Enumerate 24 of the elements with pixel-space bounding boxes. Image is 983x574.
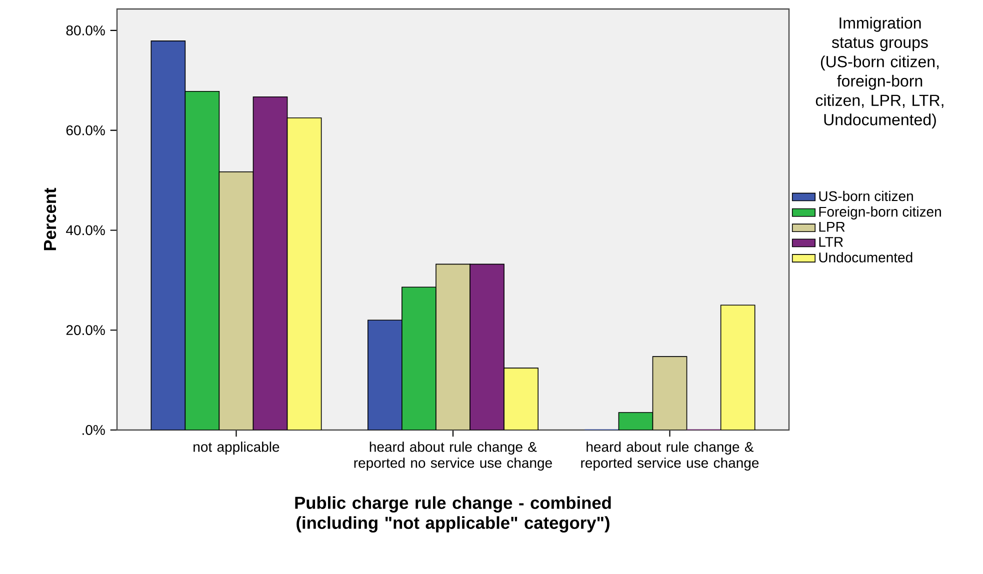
- y-tick-label: .0%: [82, 425, 105, 435]
- bar: [184, 90, 220, 430]
- x-axis-title: Public charge rule change - combined (including "not applicable" category"): [295, 496, 611, 532]
- y-tick-label: 40.0%: [66, 225, 105, 236]
- bar: [504, 368, 538, 430]
- legend-label: US-born citizen: [819, 190, 913, 202]
- legend-title: Immigration status groups (US-born citizen, foreign-born citizen, LPR, LTR, Undocumented): [816, 16, 944, 128]
- legend-label: Foreign-born citizen: [819, 206, 941, 220]
- y-tick-label: 20.0%: [66, 325, 105, 336]
- y-axis-title: Percent: [44, 188, 56, 250]
- bar: [618, 412, 654, 430]
- legend-label: LTR: [819, 237, 843, 247]
- bar: [402, 286, 436, 430]
- y-tick-label: 80.0%: [66, 26, 105, 36]
- bar: [252, 96, 288, 430]
- x-tick-label: not applicable: [194, 442, 280, 455]
- x-tick-label: heard about rule change & reported service use change: [581, 442, 759, 471]
- x-tick-label: heard about rule change & reported no service use change: [354, 442, 552, 471]
- legend-label: Undocumented: [819, 252, 912, 262]
- y-tick-label: 60.0%: [66, 125, 105, 136]
- legend-label: LPR: [819, 222, 845, 232]
- bar: [286, 117, 322, 430]
- bar: [720, 304, 756, 430]
- bar: [470, 264, 504, 430]
